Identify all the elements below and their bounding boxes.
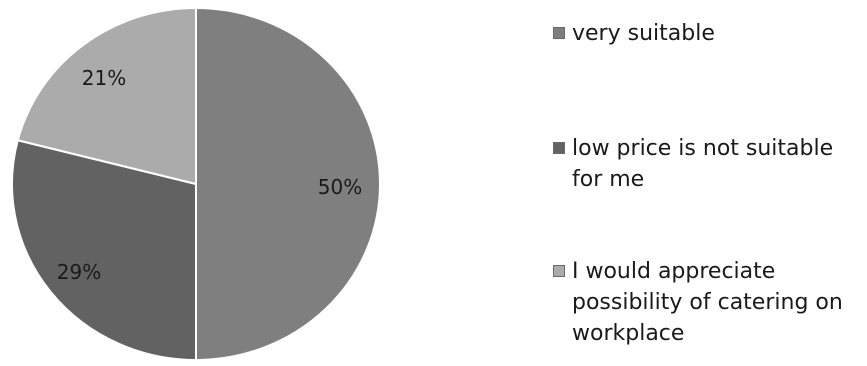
slice-label-catering: 21% xyxy=(82,66,126,90)
legend-label-very-suitable: very suitable xyxy=(572,21,715,46)
pie-slices xyxy=(11,6,381,362)
legend-label-catering: I would appreciate possibility of cateri… xyxy=(572,259,843,346)
slice-label-low-price: 29% xyxy=(57,260,101,284)
legend-item-very-suitable: very suitable xyxy=(553,18,862,49)
pie-slice-low-price xyxy=(11,139,197,362)
slice-label-very-suitable: 50% xyxy=(318,175,362,199)
pie-slice-very-suitable xyxy=(195,6,381,362)
pie-chart: 50% 29% 21% xyxy=(11,6,381,362)
legend-swatch-low-price xyxy=(553,142,565,154)
legend-label-low-price: low price is not suitable for me xyxy=(572,136,834,192)
pie-slice-catering xyxy=(16,6,197,186)
legend-swatch-catering xyxy=(553,265,565,277)
legend-item-catering: I would appreciate possibility of cateri… xyxy=(553,256,862,349)
legend-swatch-very-suitable xyxy=(553,27,565,39)
legend-item-low-price: low price is not suitable for me xyxy=(553,133,862,195)
chart-legend: very suitable low price is not suitable … xyxy=(553,0,863,366)
